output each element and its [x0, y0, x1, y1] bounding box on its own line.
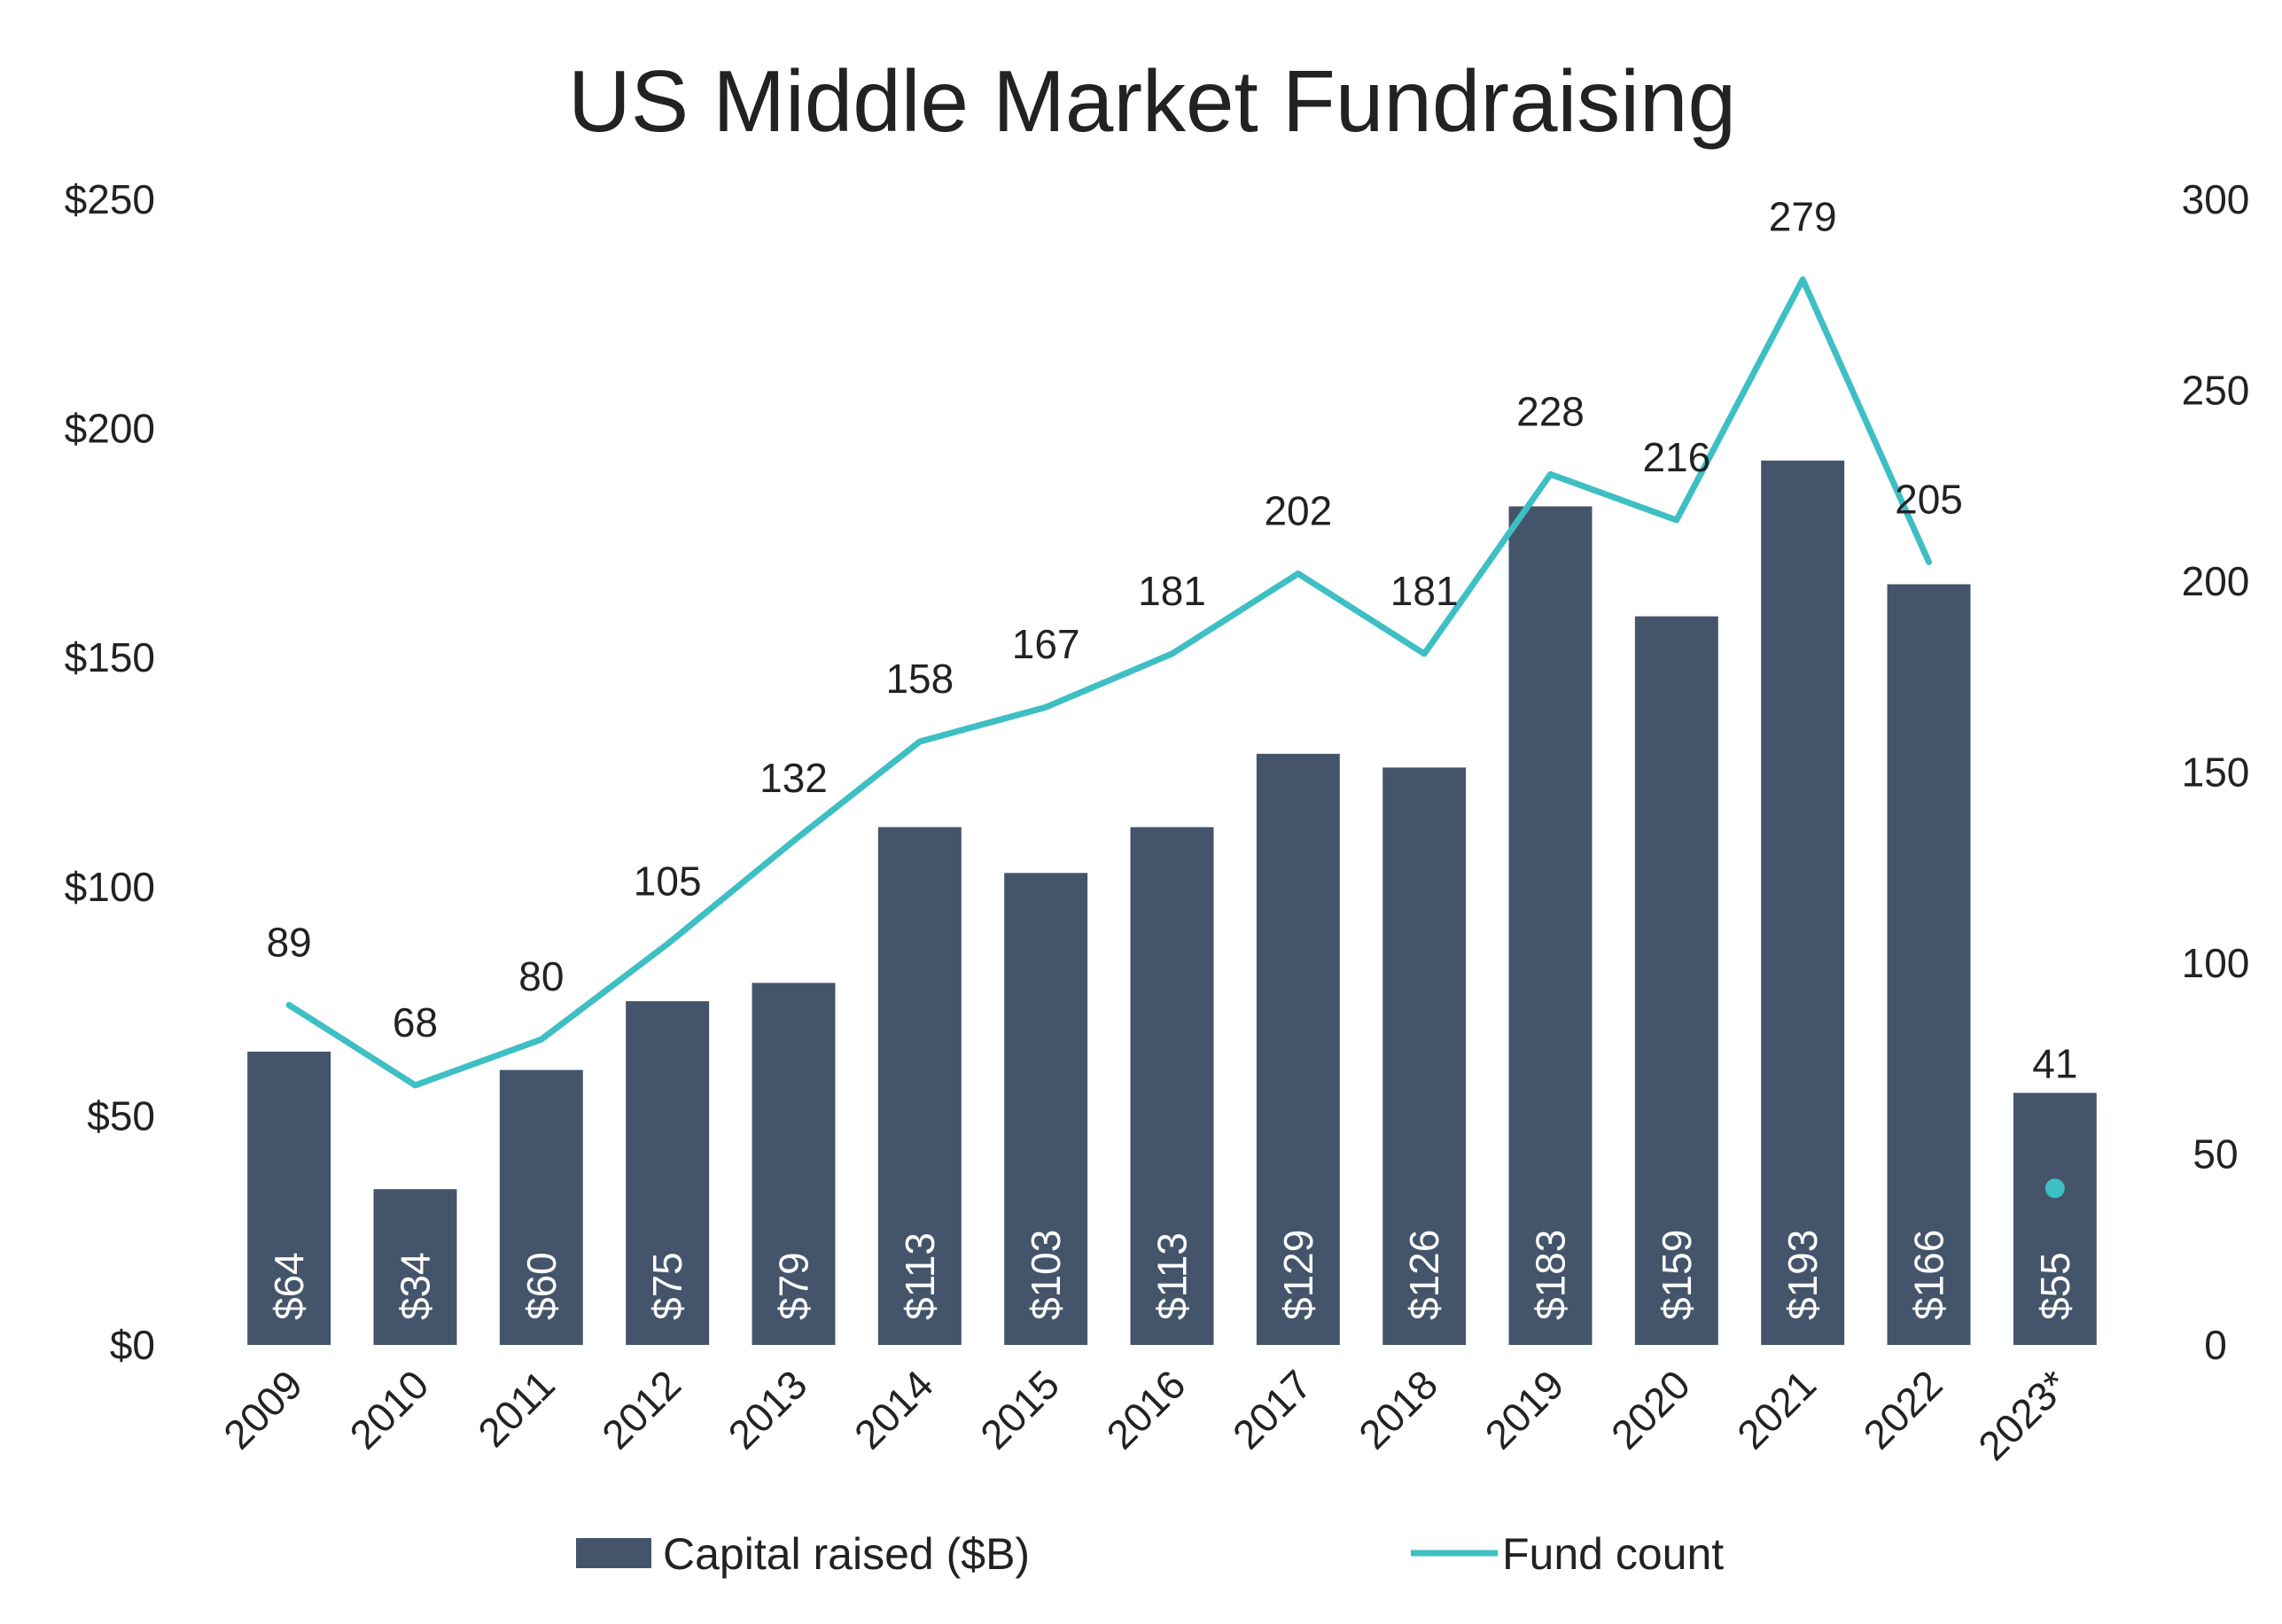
x-axis-tick-label: 2017 [1224, 1361, 1320, 1457]
left-axis-tick-label: $150 [65, 634, 155, 680]
legend-bar-label: Capital raised ($B) [663, 1529, 1030, 1579]
left-y-axis: $0 $50 $100 $150 $200 $250 [65, 176, 155, 1368]
x-axis-tick-label: 2012 [593, 1361, 689, 1457]
fund-count-label: 205 [1895, 476, 1963, 522]
bar [1887, 584, 1971, 1345]
right-axis-tick-label: 250 [2182, 368, 2250, 414]
bar [1004, 873, 1088, 1345]
bar-value-label: $75 [644, 1252, 690, 1320]
left-axis-tick-label: $250 [65, 176, 155, 222]
x-axis-tick-label: 2022 [1854, 1361, 1951, 1457]
x-axis-tick-label: 2023* [1969, 1361, 2077, 1469]
bar-series [247, 460, 2097, 1345]
x-axis-tick-label: 2013 [719, 1361, 815, 1457]
bar [1508, 506, 1593, 1345]
bar-value-label: $129 [1275, 1230, 1321, 1320]
fund-count-label: 216 [1642, 434, 1710, 480]
fund-count-label: 132 [759, 755, 828, 801]
fund-count-label: 181 [1390, 568, 1459, 614]
x-axis-tick-label: 2014 [845, 1361, 942, 1457]
right-axis-tick-label: 200 [2182, 558, 2250, 604]
right-axis-tick-label: 0 [2204, 1322, 2227, 1368]
legend-bar-swatch [576, 1538, 651, 1568]
line-series [285, 276, 2065, 1199]
bar-value-label: $159 [1654, 1230, 1700, 1320]
fund-count-line [285, 276, 1932, 1089]
bar [247, 1051, 331, 1345]
right-axis-tick-label: 100 [2182, 940, 2250, 986]
legend-line-label: Fund count [1502, 1529, 1724, 1579]
bar [1256, 753, 1340, 1345]
fund-count-point [2044, 1178, 2065, 1199]
bar [626, 1001, 710, 1345]
right-axis-tick-label: 150 [2182, 750, 2250, 796]
bar-value-label: $103 [1023, 1230, 1069, 1320]
x-axis: 2009 2010 2011 2012 2013 2014 2015 2016 2017 2018… [214, 1361, 2077, 1469]
left-axis-tick-label: $100 [65, 864, 155, 910]
bar-value-label: $183 [1528, 1230, 1574, 1320]
left-axis-tick-label: $0 [110, 1322, 155, 1368]
x-axis-tick-label: 2010 [340, 1361, 437, 1457]
right-axis-tick-label: 300 [2182, 176, 2250, 222]
bar-value-label: $166 [1906, 1230, 1952, 1320]
fund-count-label: 202 [1264, 487, 1332, 533]
fund-count-label: 41 [2032, 1040, 2077, 1086]
bar [373, 1189, 457, 1345]
x-axis-tick-label: 2009 [214, 1361, 311, 1457]
fund-count-label: 105 [634, 858, 702, 904]
bar-value-label: $193 [1780, 1230, 1826, 1320]
bar-value-label: $55 [2032, 1252, 2078, 1320]
x-axis-tick-label: 2021 [1728, 1361, 1825, 1457]
right-y-axis: 0 50 100 150 200 250 300 [2182, 176, 2250, 1368]
fund-count-label: 181 [1138, 568, 1206, 614]
bar-value-label: $79 [771, 1252, 817, 1320]
bar-data-labels: $64 $34 $60 $75 $79 $113 $103 $113 $129 $126 $183 $… [266, 1230, 2078, 1320]
bar [752, 983, 836, 1345]
bar [1761, 460, 1845, 1345]
bar-value-label: $64 [266, 1252, 312, 1320]
bar [1130, 827, 1214, 1345]
fund-count-label: 89 [267, 919, 312, 965]
fund-count-label: 68 [393, 999, 438, 1045]
bar [1634, 616, 1718, 1345]
left-axis-tick-label: $200 [65, 406, 155, 452]
x-axis-tick-label: 2020 [1602, 1361, 1699, 1457]
fund-count-label: 80 [518, 953, 564, 999]
right-axis-tick-label: 50 [2192, 1131, 2238, 1177]
bar-value-label: $34 [393, 1252, 439, 1320]
x-axis-tick-label: 2019 [1476, 1361, 1572, 1457]
x-axis-tick-label: 2018 [1350, 1361, 1446, 1457]
bar [2013, 1092, 2097, 1345]
bar [499, 1069, 583, 1345]
left-axis-tick-label: $50 [87, 1092, 155, 1138]
x-axis-tick-label: 2015 [971, 1361, 1068, 1457]
chart-title: US Middle Market Fundraising [568, 52, 1736, 150]
bar-value-label: $60 [518, 1252, 565, 1320]
bar [1382, 767, 1467, 1345]
bar-value-label: $126 [1401, 1230, 1447, 1320]
legend: Capital raised ($B) Fund count [576, 1529, 1724, 1579]
bar [877, 827, 962, 1345]
fund-count-label: 228 [1516, 388, 1585, 434]
fund-count-label: 158 [885, 656, 954, 702]
bar-value-label: $113 [897, 1232, 943, 1320]
x-axis-tick-label: 2016 [1097, 1361, 1194, 1457]
bar-value-label: $113 [1149, 1232, 1196, 1320]
x-axis-tick-label: 2011 [469, 1361, 564, 1456]
fund-count-label: 279 [1769, 194, 1837, 240]
line-data-labels: 89 68 80 105 132 158 167 181 202 181 228 216 279 205 4… [267, 194, 2078, 1087]
fund-count-label: 167 [1012, 621, 1080, 667]
